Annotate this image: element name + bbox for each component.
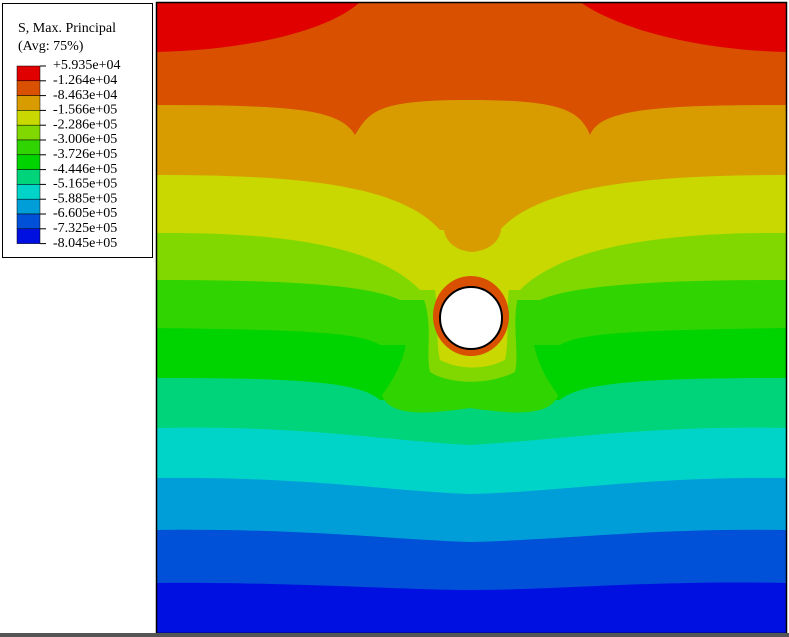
legend-label: -8.045e+05: [53, 236, 117, 251]
legend-label: -8.463e+04: [53, 88, 117, 103]
legend-swatch: [16, 213, 41, 230]
legend-label: -7.325e+05: [53, 221, 117, 236]
legend-subtitle: (Avg: 75%): [18, 39, 84, 54]
legend-label: -5.165e+05: [53, 177, 117, 192]
legend-label: +5.935e+04: [53, 58, 121, 73]
legend-title: S, Max. Principal: [18, 21, 116, 36]
bottom-edge: [0, 633, 789, 637]
legend-label: -1.566e+05: [53, 103, 117, 118]
legend-swatch: [16, 95, 41, 111]
legend-label: -5.885e+05: [53, 191, 117, 206]
legend-swatch: [16, 110, 41, 126]
legend-label: -3.726e+05: [53, 147, 117, 162]
legend-label: -1.264e+04: [53, 73, 117, 88]
legend-swatch: [16, 139, 41, 156]
legend-label: -2.286e+05: [53, 117, 117, 132]
plume: [443, 218, 502, 252]
legend-swatch: [16, 198, 41, 215]
legend-label: -4.446e+05: [53, 162, 117, 177]
legend-swatch: [16, 184, 41, 200]
legend: S, Max. Principal (Avg: 75%) +5.935e+04-…: [2, 3, 153, 258]
legend-swatch: [16, 228, 41, 244]
legend-swatch: [16, 65, 41, 82]
legend-label: -6.605e+05: [53, 206, 117, 221]
legend-label: -3.006e+05: [53, 132, 117, 147]
legend-swatch: [16, 80, 41, 96]
legend-swatch: [16, 154, 41, 170]
legend-swatch: [16, 169, 41, 185]
legend-swatch: [16, 124, 41, 141]
band: [157, 582, 786, 633]
hole: [439, 286, 503, 350]
